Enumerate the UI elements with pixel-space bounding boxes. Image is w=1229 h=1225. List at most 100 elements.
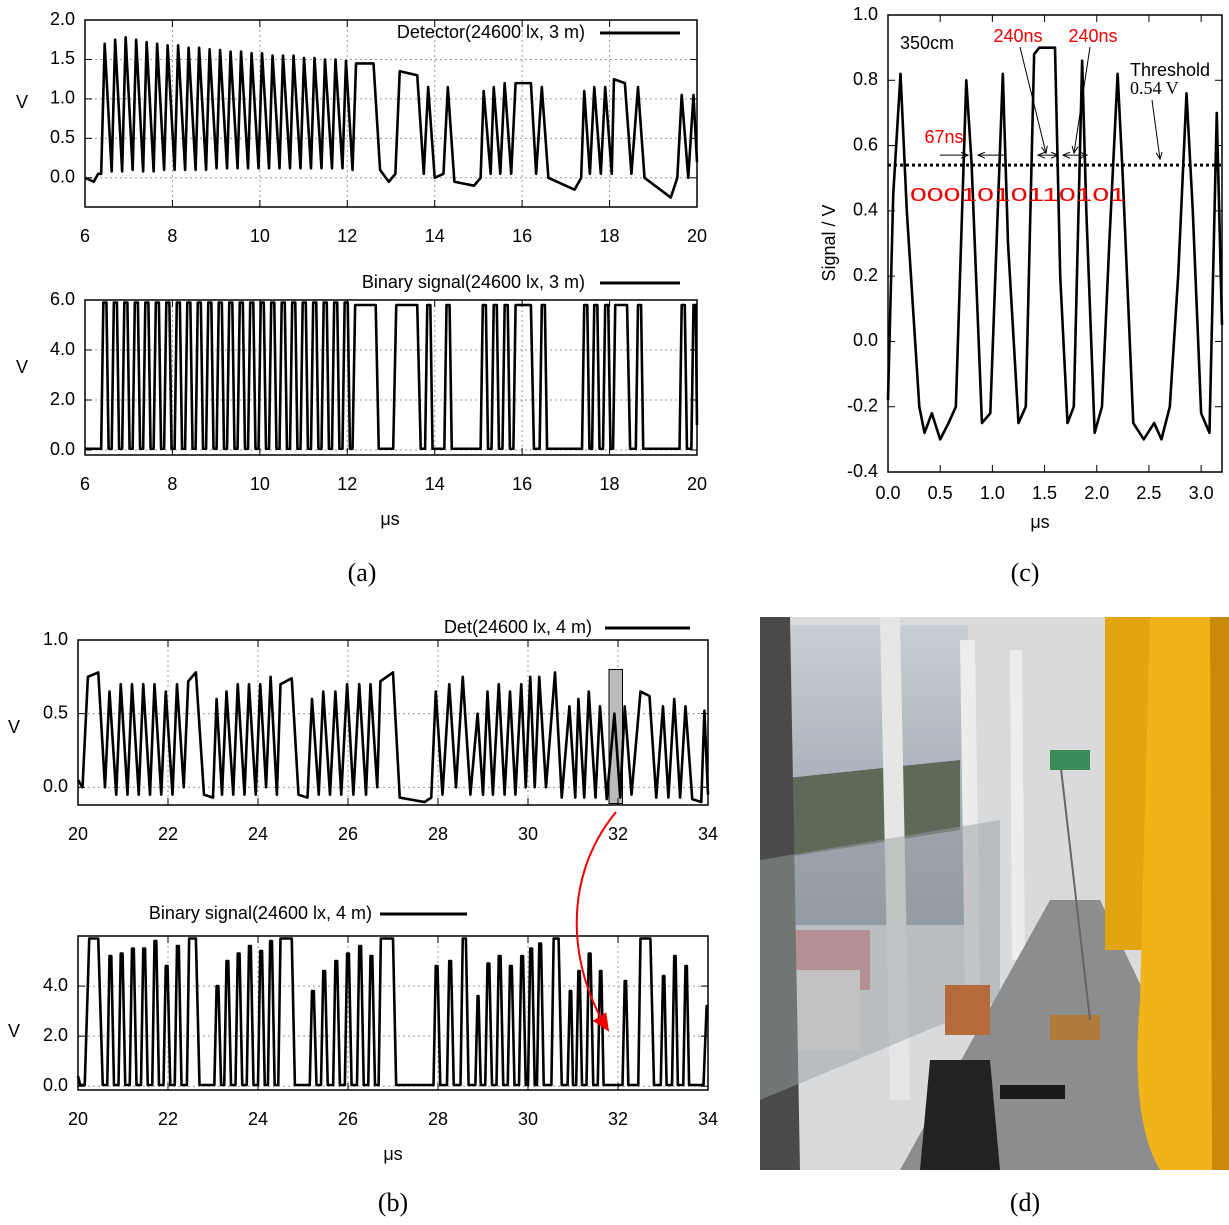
annotation: 240ns: [1068, 26, 1117, 46]
data-line: [85, 301, 699, 451]
x-tick-label: 32: [608, 824, 628, 844]
x-tick-label: 22: [158, 1109, 178, 1129]
y-tick-label: 1.0: [50, 88, 75, 108]
y-tick-label: 2.0: [43, 1025, 68, 1045]
x-tick-label: 24: [248, 1109, 268, 1129]
annotation-arrow: [1074, 46, 1091, 153]
x-tick-label: 1.5: [1032, 483, 1057, 503]
legend-label: Det(24600 lx, 4 m): [444, 617, 592, 637]
x-tick-label: 6: [80, 474, 90, 494]
chart: -0.4 -0.2 0.0 0.2 0.4 0.6 0.8 1.0 0.0 0.5 1.0 1.5 2.…: [819, 4, 1224, 532]
x-tick-label: 12: [337, 474, 357, 494]
caption: (b): [378, 1188, 408, 1217]
x-tick-label: 8: [167, 474, 177, 494]
y-tick-label: 2.0: [50, 389, 75, 409]
chart: 0.0 2.0 4.0 20 22 24 26 28 30 32 34 Binary signal(2…: [8, 903, 718, 1164]
caption: (d): [1010, 1188, 1040, 1217]
y-tick-label: 0.0: [853, 330, 878, 350]
annotation: 0.54 V: [1130, 78, 1179, 98]
x-tick-label: 26: [338, 824, 358, 844]
plot-frame: [77, 935, 709, 1091]
x-tick-label: 8: [167, 226, 177, 246]
data-line: [84, 36, 699, 199]
chart: 0.0 2.0 4.0 6.0 6 8 10 12 14 16 18 20 Binary signal(…: [16, 272, 707, 529]
x-tick-label: 24: [248, 824, 268, 844]
x-axis-label: μs: [383, 1144, 402, 1164]
y-tick-label: 0.0: [43, 1075, 68, 1095]
y-tick-label: -0.2: [847, 395, 878, 415]
x-tick-label: 0.5: [928, 483, 953, 503]
x-tick-label: 14: [425, 226, 445, 246]
x-tick-label: 18: [600, 226, 620, 246]
x-tick-label: 3.0: [1189, 483, 1214, 503]
x-tick-label: 32: [608, 1109, 628, 1129]
y-axis-label: Signal / V: [819, 204, 839, 281]
y-tick-label: 4.0: [50, 339, 75, 359]
x-axis-label: μs: [380, 509, 399, 529]
x-tick-label: 10: [250, 226, 270, 246]
x-tick-label: 1.0: [980, 483, 1005, 503]
x-tick-label: 18: [600, 474, 620, 494]
x-tick-label: 30: [518, 1109, 538, 1129]
y-tick-label: 0.5: [50, 127, 75, 147]
y-tick-label: -0.4: [847, 461, 878, 481]
y-tick-label: 0.0: [43, 776, 68, 796]
x-tick-label: 34: [698, 824, 718, 844]
x-tick-label: 16: [512, 226, 532, 246]
plot-frame: [84, 19, 698, 208]
x-tick-label: 20: [687, 474, 707, 494]
plot-frame: [887, 14, 1223, 473]
x-tick-label: 22: [158, 824, 178, 844]
photo: [760, 617, 1229, 1170]
x-tick-label: 28: [428, 824, 448, 844]
x-tick-label: 34: [698, 1109, 718, 1129]
x-tick-label: 20: [68, 1109, 88, 1129]
x-axis-label: μs: [1030, 512, 1049, 532]
y-tick-label: 0.6: [853, 134, 878, 154]
y-axis-label: V: [8, 717, 20, 737]
y-tick-label: 2.0: [50, 9, 75, 29]
caption: (c): [1011, 558, 1040, 587]
data-line: [76, 671, 710, 804]
y-tick-label: 0.5: [43, 702, 68, 722]
y-axis-label: V: [16, 357, 28, 377]
y-tick-label: 6.0: [50, 289, 75, 309]
legend-label: Binary signal(24600 lx, 3 m): [362, 272, 585, 292]
x-tick-label: 20: [68, 824, 88, 844]
x-tick-label: 26: [338, 1109, 358, 1129]
chart: 0.0 0.5 1.0 1.5 2.0 6 8 10 12 14 16 18 20 Detector(24…: [16, 9, 707, 246]
annotation-arrow: [1151, 99, 1160, 159]
annotation: 350cm: [900, 33, 954, 53]
x-tick-label: 2.0: [1084, 483, 1109, 503]
data-line: [76, 937, 708, 1087]
y-tick-label: 4.0: [43, 975, 68, 995]
x-tick-label: 6: [80, 226, 90, 246]
y-axis-label: V: [16, 92, 28, 112]
annotation-arrow: [1019, 46, 1046, 153]
callout-arrow: [575, 811, 617, 1032]
y-tick-label: 1.5: [50, 48, 75, 68]
x-tick-label: 14: [425, 474, 445, 494]
annotation: 0001010110101: [910, 185, 1126, 205]
y-tick-label: 1.0: [43, 629, 68, 649]
x-tick-label: 20: [687, 226, 707, 246]
y-tick-label: 0.0: [50, 167, 75, 187]
y-tick-label: 0.4: [853, 200, 878, 220]
x-tick-label: 2.5: [1136, 483, 1161, 503]
x-tick-label: 10: [250, 474, 270, 494]
legend-label: Binary signal(24600 lx, 4 m): [149, 903, 372, 923]
chart: 0.0 0.5 1.0 20 22 24 26 28 30 32 34 Det(24600 lx, 4…: [8, 617, 718, 844]
annotation: 67ns: [924, 127, 963, 147]
caption: (a): [348, 558, 377, 587]
x-tick-label: 28: [428, 1109, 448, 1129]
y-axis-label: V: [8, 1021, 20, 1041]
y-tick-label: 0.8: [853, 69, 878, 89]
legend-label: Detector(24600 lx, 3 m): [397, 22, 585, 42]
annotation: Threshold: [1130, 60, 1210, 80]
y-tick-label: 0.0: [50, 439, 75, 459]
x-tick-label: 12: [337, 226, 357, 246]
x-tick-label: 30: [518, 824, 538, 844]
data-line: [886, 46, 1224, 441]
